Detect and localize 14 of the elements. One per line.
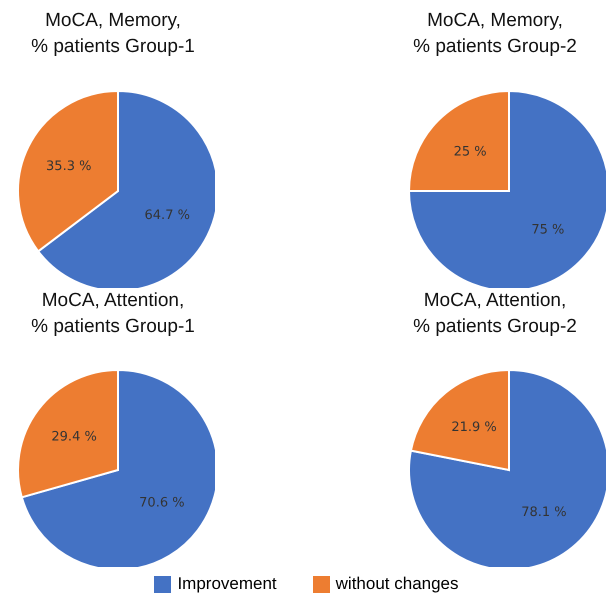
data-label: 21.9 % [451, 420, 497, 436]
data-label: 75 % [531, 222, 564, 238]
chart-title: MoCA, Attention, % patients Group-2 [412, 289, 578, 339]
chart-title: MoCA, Memory, % patients Group-1 [30, 9, 196, 59]
data-label: 35.3 % [46, 158, 92, 174]
data-label: 64.7 % [144, 208, 190, 224]
data-label: 78.1 % [521, 504, 567, 520]
legend-label: Improvement [177, 574, 277, 594]
chart-title: MoCA, Memory, % patients Group-2 [412, 9, 578, 59]
chart-title: MoCA, Attention, % patients Group-1 [30, 289, 196, 339]
legend-label: without changes [336, 574, 459, 594]
data-label: 29.4 % [51, 429, 97, 444]
data-label: 25 % [454, 144, 487, 160]
data-label: 70.6 % [139, 496, 185, 511]
